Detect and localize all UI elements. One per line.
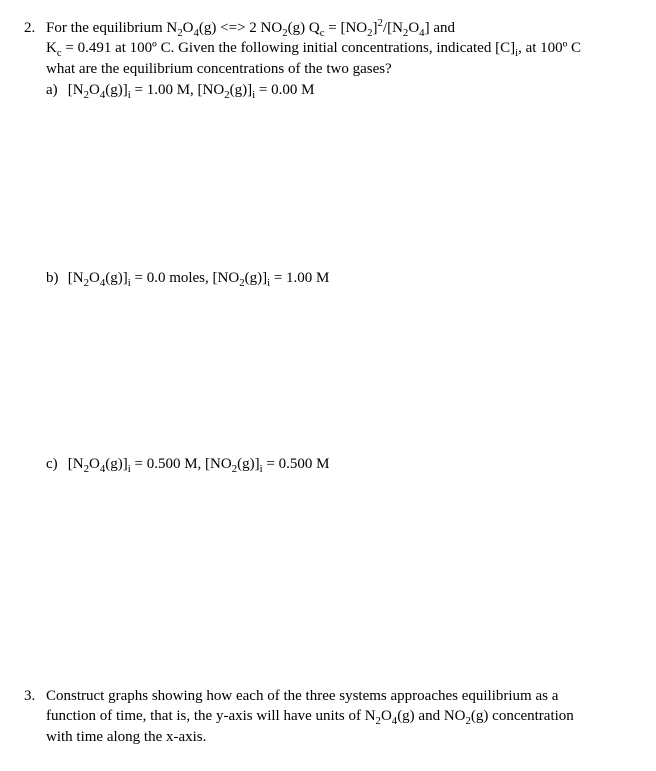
q3-stem: Construct graphs showing how each of the… [46,686,574,747]
text: (g)] [105,270,128,286]
text: ] and [425,20,455,36]
text: = 0.500 M, [NO [131,456,232,472]
text: , at 100º C [518,40,581,56]
text: = 1.00 M [270,270,329,286]
q2-part-a: a) [N2O4(g)]i = 1.00 M, [NO2(g)]i = 0.00… [46,80,314,100]
text: O [408,20,419,36]
text: /[N [383,20,403,36]
text: O [89,82,100,98]
text: = [NO [324,20,367,36]
text: (g)] [230,82,253,98]
text: [N [68,456,84,472]
text: = 0.0 moles, [NO [131,270,239,286]
page: 2. For the equilibrium N2O4(g) <=> 2 NO2… [0,0,656,771]
text: O [183,20,194,36]
q2-line3: what are the equilibrium concentrations … [46,59,581,79]
q2-part-c: c) [N2O4(g)]i = 0.500 M, [NO2(g)]i = 0.5… [46,454,329,474]
text: = 1.00 M, [NO [131,82,224,98]
q3-line1: Construct graphs showing how each of the… [46,686,574,706]
part-label: c) [46,454,64,474]
text: O [89,456,100,472]
q3-line2: function of time, that is, the y-axis wi… [46,706,574,726]
q2-stem: For the equilibrium N2O4(g) <=> 2 NO2(g)… [46,18,581,79]
part-label: b) [46,268,64,288]
q2-part-b: b) [N2O4(g)]i = 0.0 moles, [NO2(g)]i = 1… [46,268,329,288]
text: (g)] [105,456,128,472]
text: (g)] [237,456,260,472]
text: [N [68,270,84,286]
text: = 0.491 at 100º C. Given the following i… [62,40,515,56]
text: (g) and NO [397,708,465,724]
text: K [46,40,57,56]
text: = 0.500 M [263,456,330,472]
text: For the equilibrium N [46,20,177,36]
q2-number: 2. [24,18,35,38]
part-label: a) [46,80,64,100]
q2-line1: For the equilibrium N2O4(g) <=> 2 NO2(g)… [46,18,581,38]
text: = 0.00 M [255,82,314,98]
text: (g)] [245,270,268,286]
question-3: 3. Construct graphs showing how each of … [46,686,574,747]
q2-line2: Kc = 0.491 at 100º C. Given the followin… [46,38,581,58]
text: (g) Q [288,20,320,36]
text: [N [68,82,84,98]
text: function of time, that is, the y-axis wi… [46,708,376,724]
q3-number: 3. [24,686,35,706]
text: (g) <=> 2 NO [199,20,282,36]
text: O [381,708,392,724]
question-2: 2. For the equilibrium N2O4(g) <=> 2 NO2… [46,18,581,79]
q3-line3: with time along the x-axis. [46,727,574,747]
text: (g) concentration [471,708,574,724]
text: O [89,270,100,286]
text: (g)] [105,82,128,98]
